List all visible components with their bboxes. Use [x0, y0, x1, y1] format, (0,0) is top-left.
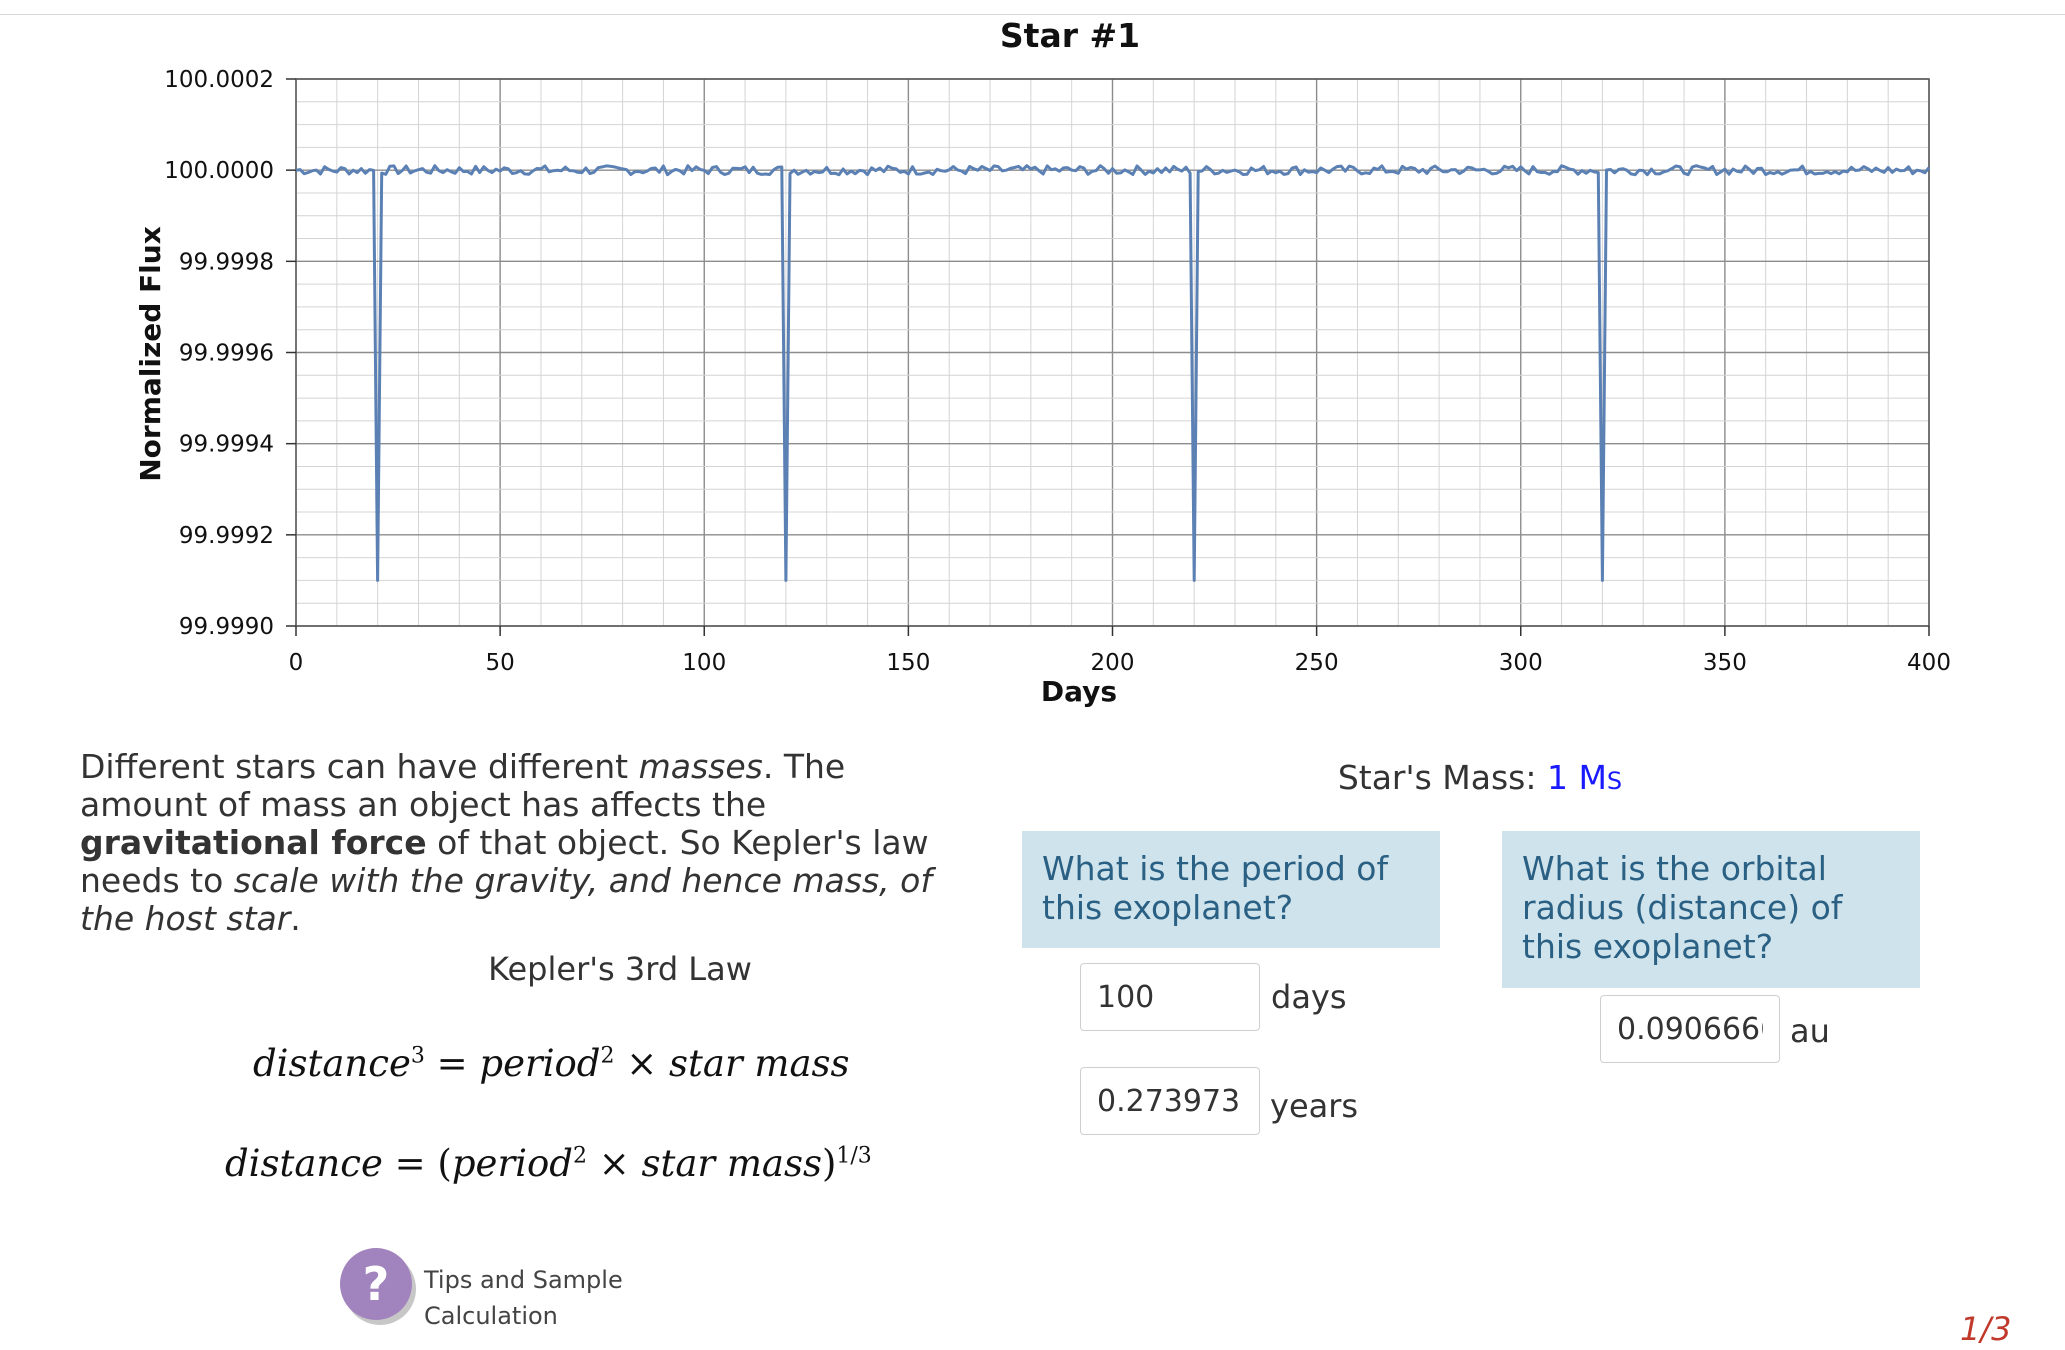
period-question: What is the period of this exoplanet?	[1022, 831, 1440, 948]
law-title: Kepler's 3rd Law	[488, 950, 752, 988]
eq2-close: )	[821, 1142, 837, 1185]
x-tick-label: 100	[682, 650, 726, 676]
eq1-distance-exp: 3	[410, 1043, 425, 1069]
radius-question: What is the orbital radius (distance) of…	[1502, 831, 1920, 988]
intro-paragraph: Different stars can have different masse…	[80, 748, 960, 938]
x-tick-label: 400	[1907, 650, 1951, 676]
distance-equation: distance = (period2 × star mass)1/3	[225, 1142, 872, 1185]
para-scale: scale with the gravity, and hence mass, …	[80, 861, 932, 938]
help-button[interactable]: ?	[340, 1248, 412, 1320]
eq2-period-exp: 2	[572, 1143, 587, 1169]
star-mass-subscript: S	[1606, 767, 1623, 795]
para-text-2: . The amount of mass an object has affec…	[80, 747, 846, 824]
orbital-radius-input[interactable]	[1600, 995, 1780, 1063]
orbital-radius-unit: au	[1790, 1012, 1830, 1050]
top-divider	[0, 14, 2065, 15]
star-mass-number: 1 M	[1546, 758, 1607, 797]
x-tick-label: 0	[289, 650, 304, 676]
period-years-unit: years	[1270, 1087, 1359, 1125]
page-indicator: 1/3	[1960, 1310, 2012, 1348]
period-days-input[interactable]	[1080, 963, 1260, 1031]
para-text-4: .	[290, 899, 301, 938]
eq2-star-mass: star mass	[641, 1142, 822, 1185]
kepler-equation: distance3 = period2 × star mass	[253, 1042, 850, 1085]
chart-ticks: 0 50 100 150 200 250 300 350 400 99.9990 99.9992 99…	[164, 67, 1951, 676]
eq2-distance: distance	[225, 1142, 383, 1185]
chart-grid	[295, 78, 1930, 627]
period-years-input[interactable]	[1080, 1067, 1260, 1135]
x-tick-label: 50	[485, 650, 514, 676]
x-axis-label: Days	[1041, 675, 1117, 708]
x-tick-label: 200	[1091, 650, 1135, 676]
y-tick-label: 99.9994	[179, 432, 274, 458]
x-tick-label: 350	[1703, 650, 1747, 676]
eq2-times: ×	[586, 1142, 642, 1185]
chart-title: Star #1	[1000, 16, 1140, 55]
y-tick-label: 99.9996	[179, 341, 274, 367]
x-tick-label: 300	[1499, 650, 1543, 676]
para-text-3: of that object. So Kepler's law needs to	[80, 823, 929, 900]
star-mass: Star's Mass: 1 MS	[1200, 758, 1760, 797]
eq2-period: period	[451, 1142, 573, 1185]
period-days-unit: days	[1271, 978, 1347, 1016]
eq1-period: period	[479, 1042, 601, 1085]
star-mass-value: 1 MS	[1547, 758, 1622, 797]
eq1-distance: distance	[253, 1042, 411, 1085]
help-label[interactable]: Tips and Sample Calculation	[424, 1266, 623, 1330]
star-mass-label: Star's Mass:	[1337, 758, 1547, 797]
para-masses: masses	[638, 747, 763, 786]
y-tick-label: 100.0002	[164, 67, 274, 93]
flux-series-line	[295, 164, 1931, 582]
x-tick-label: 250	[1295, 650, 1339, 676]
y-axis-label: Normalized Flux	[134, 226, 167, 482]
y-tick-label: 100.0000	[164, 158, 274, 184]
para-force: gravitational force	[80, 823, 427, 862]
eq1-period-exp: 2	[600, 1043, 615, 1069]
y-tick-label: 99.9998	[179, 249, 274, 275]
x-tick-label: 150	[886, 650, 930, 676]
eq1-times: ×	[614, 1042, 670, 1085]
flux-chart: Star #1 Normalized Flux Days 0 50 100 150 20…	[134, 16, 1951, 708]
para-text-1: Different stars can have different	[80, 747, 639, 786]
eq2-equals: = (	[382, 1142, 452, 1185]
eq2-exponent: 1/3	[836, 1143, 872, 1169]
eq1-equals: =	[424, 1042, 480, 1085]
y-tick-label: 99.9990	[179, 614, 274, 640]
y-tick-label: 99.9992	[179, 523, 274, 549]
chart-plot-area	[295, 164, 1931, 582]
eq1-star-mass: star mass	[669, 1042, 850, 1085]
